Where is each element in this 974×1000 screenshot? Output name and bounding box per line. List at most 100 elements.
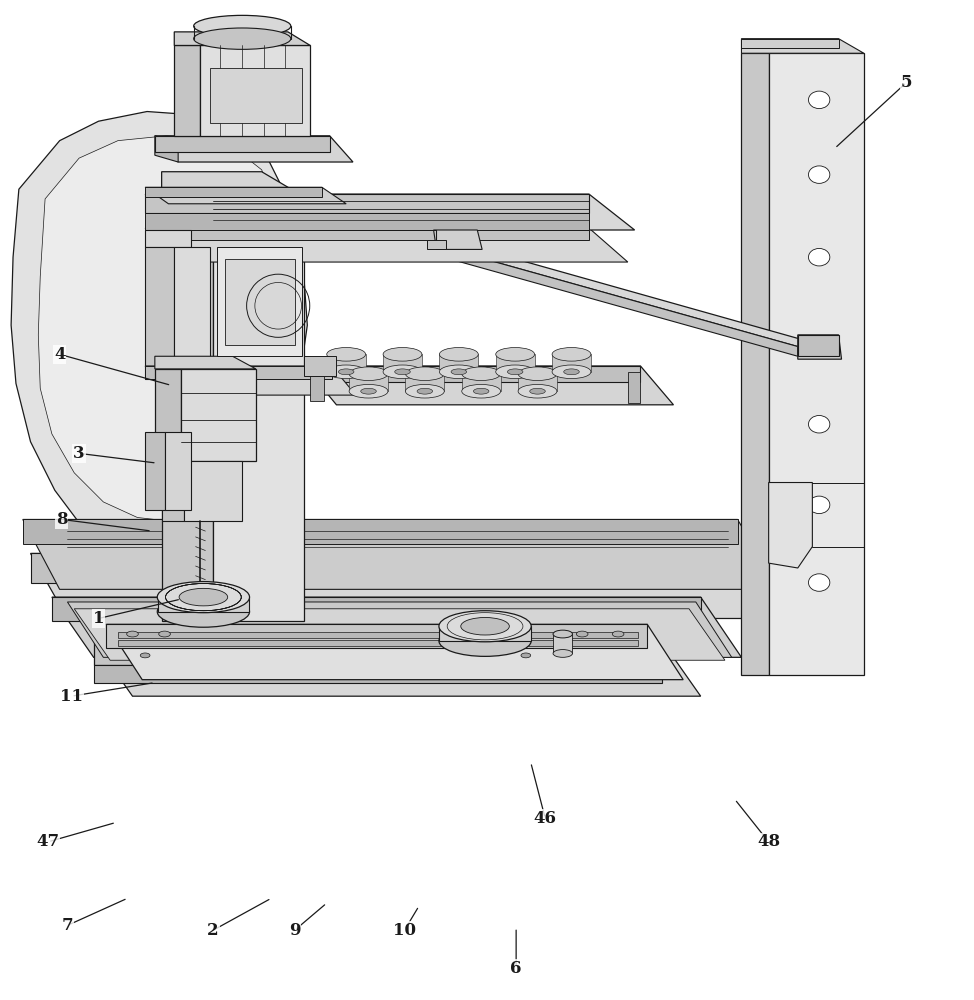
- Ellipse shape: [808, 496, 830, 514]
- Polygon shape: [383, 354, 422, 372]
- Polygon shape: [436, 238, 803, 347]
- Ellipse shape: [552, 348, 591, 361]
- Polygon shape: [213, 197, 305, 621]
- Polygon shape: [165, 432, 191, 510]
- Ellipse shape: [808, 416, 830, 433]
- Polygon shape: [145, 213, 589, 230]
- Ellipse shape: [518, 367, 557, 381]
- Ellipse shape: [462, 384, 501, 398]
- Polygon shape: [305, 366, 673, 405]
- Ellipse shape: [564, 369, 580, 375]
- Polygon shape: [67, 602, 731, 657]
- Text: 1: 1: [93, 610, 104, 627]
- Ellipse shape: [326, 365, 365, 379]
- Ellipse shape: [349, 367, 388, 381]
- Text: 6: 6: [510, 960, 522, 977]
- Ellipse shape: [530, 388, 545, 394]
- Polygon shape: [145, 228, 628, 262]
- Polygon shape: [174, 32, 311, 45]
- Text: 46: 46: [534, 810, 557, 827]
- Polygon shape: [741, 39, 864, 53]
- Ellipse shape: [405, 384, 444, 398]
- Ellipse shape: [179, 588, 228, 606]
- Polygon shape: [145, 194, 589, 213]
- Polygon shape: [145, 194, 635, 230]
- Ellipse shape: [461, 618, 509, 635]
- Polygon shape: [106, 624, 683, 680]
- Polygon shape: [145, 247, 174, 379]
- Polygon shape: [427, 240, 446, 249]
- Ellipse shape: [157, 596, 249, 627]
- Polygon shape: [768, 53, 864, 675]
- Polygon shape: [174, 247, 210, 379]
- Polygon shape: [145, 187, 321, 197]
- Polygon shape: [798, 335, 842, 359]
- Ellipse shape: [326, 348, 365, 361]
- Polygon shape: [155, 356, 256, 369]
- Text: 5: 5: [901, 74, 913, 91]
- Text: 4: 4: [54, 346, 65, 363]
- Polygon shape: [145, 432, 165, 510]
- Ellipse shape: [496, 348, 535, 361]
- Polygon shape: [436, 246, 798, 356]
- Polygon shape: [628, 372, 641, 403]
- Polygon shape: [106, 624, 648, 648]
- Ellipse shape: [808, 248, 830, 266]
- Ellipse shape: [157, 582, 249, 613]
- Polygon shape: [145, 366, 356, 395]
- Ellipse shape: [383, 365, 422, 379]
- Polygon shape: [52, 597, 741, 657]
- Polygon shape: [349, 374, 388, 391]
- Ellipse shape: [439, 611, 531, 642]
- Ellipse shape: [451, 369, 467, 375]
- Text: 3: 3: [73, 445, 85, 462]
- Polygon shape: [22, 519, 778, 589]
- Ellipse shape: [507, 369, 523, 375]
- Polygon shape: [518, 374, 557, 391]
- Ellipse shape: [808, 338, 830, 355]
- Polygon shape: [210, 68, 303, 123]
- Polygon shape: [94, 665, 661, 683]
- Polygon shape: [118, 632, 638, 638]
- Ellipse shape: [577, 631, 588, 637]
- Ellipse shape: [349, 384, 388, 398]
- Ellipse shape: [552, 365, 591, 379]
- Polygon shape: [305, 356, 336, 376]
- Polygon shape: [155, 136, 353, 162]
- Ellipse shape: [553, 630, 573, 638]
- Ellipse shape: [360, 388, 376, 394]
- Polygon shape: [158, 597, 249, 612]
- Polygon shape: [162, 172, 305, 197]
- Ellipse shape: [159, 631, 170, 637]
- Text: 47: 47: [36, 833, 59, 850]
- Polygon shape: [155, 369, 181, 461]
- Polygon shape: [145, 228, 589, 240]
- Polygon shape: [155, 136, 178, 162]
- Polygon shape: [94, 641, 661, 665]
- Ellipse shape: [518, 384, 557, 398]
- Polygon shape: [145, 187, 346, 204]
- Polygon shape: [174, 45, 201, 136]
- Ellipse shape: [613, 631, 624, 637]
- Ellipse shape: [439, 365, 478, 379]
- Ellipse shape: [521, 653, 531, 658]
- Polygon shape: [38, 136, 285, 521]
- Polygon shape: [405, 374, 444, 391]
- Polygon shape: [439, 626, 531, 641]
- Polygon shape: [741, 53, 768, 675]
- Polygon shape: [74, 609, 725, 660]
- Ellipse shape: [808, 574, 830, 591]
- Polygon shape: [768, 483, 812, 568]
- Polygon shape: [462, 374, 501, 391]
- Text: 9: 9: [289, 922, 300, 939]
- Ellipse shape: [439, 348, 478, 361]
- Polygon shape: [30, 553, 768, 618]
- Ellipse shape: [394, 369, 410, 375]
- Ellipse shape: [553, 650, 573, 657]
- Polygon shape: [162, 461, 184, 521]
- Ellipse shape: [383, 348, 422, 361]
- Polygon shape: [162, 197, 213, 621]
- Ellipse shape: [462, 367, 501, 381]
- Polygon shape: [52, 597, 700, 621]
- Polygon shape: [118, 640, 638, 646]
